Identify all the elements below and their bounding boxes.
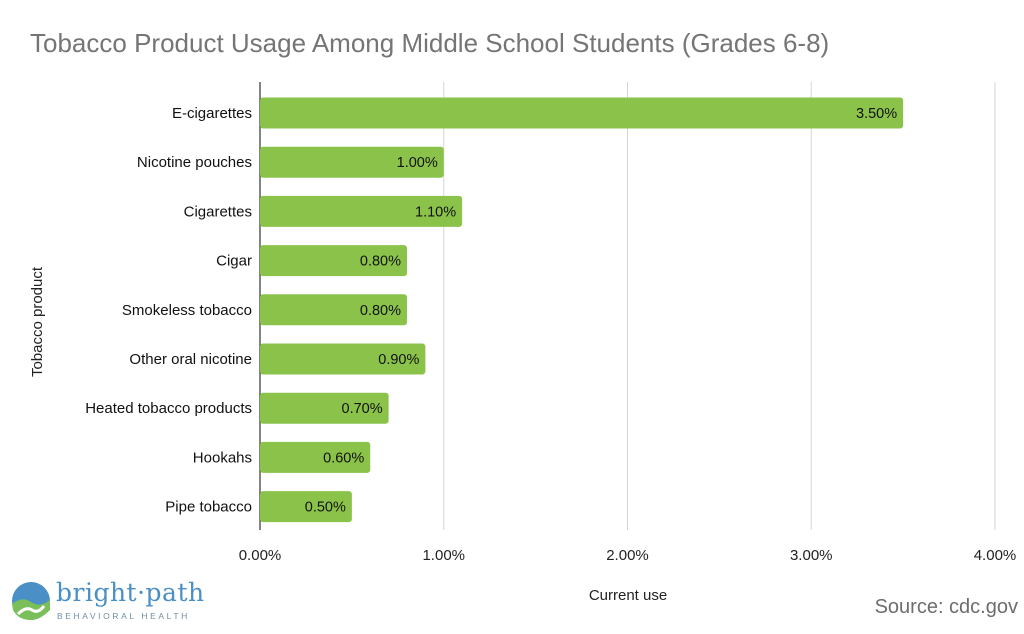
data-label: 1.00% [397,155,438,171]
bar [260,392,389,424]
bar [260,195,463,227]
y-axis-title: Tobacco product [29,266,46,377]
bar [260,245,407,277]
x-tick-label: 4.00% [974,547,1017,564]
chart-title: Tobacco Product Usage Among Middle Schoo… [30,28,830,58]
source-note: Source: cdc.gov [874,596,1018,618]
data-label: 0.70% [342,401,383,417]
category-label: Nicotine pouches [137,154,252,171]
bar [260,491,352,523]
brand-logo: bright·path BEHAVIORAL HEALTH [10,578,230,624]
bar [260,97,904,129]
data-label: 0.80% [360,303,401,319]
bar [260,343,426,375]
brand-subtitle: BEHAVIORAL HEALTH [57,611,190,621]
data-label: 1.10% [415,204,456,220]
x-tick-label: 3.00% [790,547,833,564]
data-label: 0.60% [323,450,364,466]
data-label: 0.80% [360,254,401,270]
x-tick-label: 2.00% [606,547,649,564]
category-label: Cigarettes [184,203,252,220]
path-logo-icon [12,582,50,620]
bar [260,441,371,473]
bar [260,294,407,326]
category-label: E-cigarettes [172,105,252,122]
category-label: Smokeless tobacco [122,302,252,319]
x-tick-label: 1.00% [422,547,465,564]
brand-name: bright·path [56,578,205,607]
bar [260,146,444,178]
x-tick-label: 0.00% [239,547,282,564]
category-label: Pipe tobacco [165,499,252,516]
data-label: 0.90% [378,352,419,368]
data-label: 3.50% [856,106,897,122]
category-label: Other oral nicotine [129,351,252,368]
data-label: 0.50% [305,500,346,516]
category-label: Cigar [216,253,252,270]
category-label: Hookahs [193,449,252,466]
x-axis-title: Current use [589,587,667,604]
category-label: Heated tobacco products [85,400,252,417]
